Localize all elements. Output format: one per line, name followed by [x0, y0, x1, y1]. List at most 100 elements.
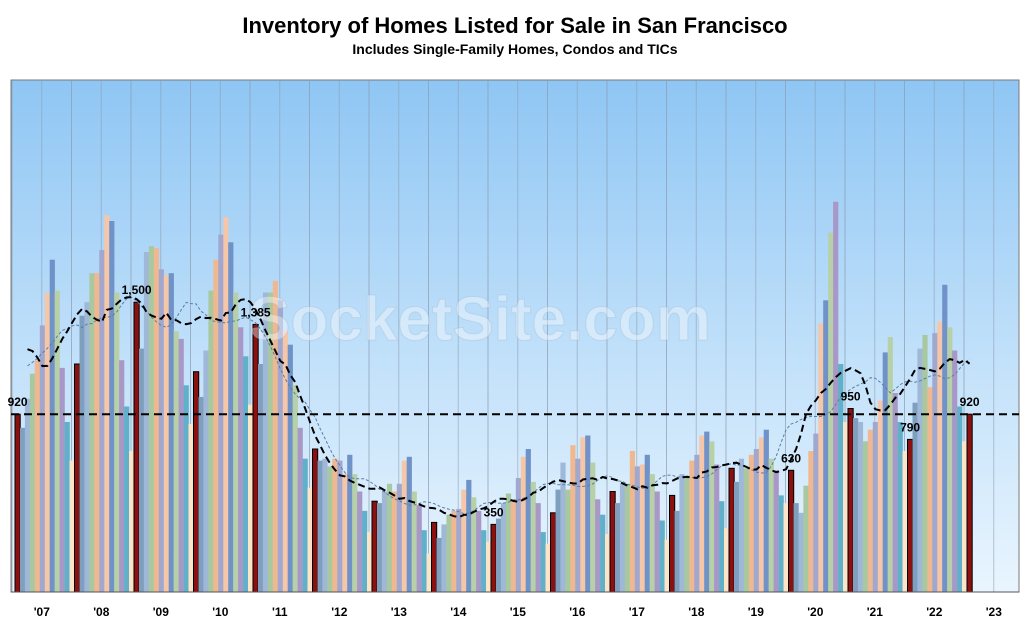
bar-month	[143, 252, 150, 592]
bar-month	[129, 451, 135, 592]
bar-month	[357, 491, 363, 592]
bar-month	[823, 300, 829, 592]
bar-month	[496, 518, 502, 592]
data-label: 790	[900, 420, 920, 434]
bar-month	[758, 437, 764, 592]
bar-month	[818, 323, 824, 592]
bar-month	[188, 423, 194, 592]
bar-month	[957, 406, 963, 592]
bar-month	[659, 520, 665, 592]
bar-month	[248, 404, 254, 592]
bar-month	[679, 474, 685, 592]
data-label: 350	[484, 505, 504, 519]
bar-month	[163, 275, 169, 592]
x-tick-label: '13	[391, 605, 408, 619]
bar-month	[520, 456, 526, 592]
bar-month	[664, 539, 670, 592]
bar-month	[714, 464, 720, 592]
bar-month	[937, 321, 943, 592]
bar-month	[570, 445, 576, 592]
bar-month	[153, 248, 159, 592]
bar-month	[49, 259, 55, 592]
bar-month	[282, 331, 288, 592]
bar-month	[451, 510, 457, 592]
bar-month	[441, 524, 447, 592]
data-labels: 920 1,500 1,385 350 630 950 790 920	[8, 283, 980, 519]
bar-month	[317, 460, 323, 592]
bar-month	[877, 400, 883, 592]
bar-month	[530, 481, 536, 592]
trend-line-long	[27, 296, 970, 515]
bar-month	[500, 503, 507, 592]
data-label: 920	[8, 395, 28, 409]
bar-january	[431, 521, 438, 593]
bar-month	[139, 348, 145, 592]
bar-month	[639, 464, 645, 592]
bar-month	[565, 489, 571, 592]
bar-month	[332, 458, 338, 592]
bar-january	[788, 469, 795, 593]
bar-month	[99, 250, 105, 592]
bar-month	[595, 499, 601, 592]
bar-month	[649, 474, 655, 592]
bar-month	[168, 273, 174, 592]
bar-month	[828, 232, 834, 592]
bar-month	[813, 433, 819, 592]
bar-month	[20, 427, 26, 592]
bar-month	[456, 508, 462, 592]
bar-month	[446, 514, 452, 592]
bar-month	[486, 541, 492, 592]
bar-month	[525, 449, 531, 592]
bar-month	[198, 396, 204, 592]
bar-month	[391, 491, 397, 592]
bar-january	[14, 413, 21, 593]
bar-january	[966, 413, 973, 593]
bar-month	[872, 422, 878, 592]
bar-month	[238, 327, 244, 592]
bar-month	[887, 337, 893, 592]
x-tick-label: '11	[272, 605, 288, 619]
bar-january	[252, 323, 259, 593]
x-tick-label: '22	[926, 605, 943, 619]
bar-month	[947, 327, 953, 592]
bar-month	[585, 435, 591, 592]
bar-month	[178, 338, 184, 592]
bar-month	[763, 429, 769, 592]
bar-month	[79, 315, 85, 592]
bar-month	[833, 201, 839, 592]
data-label: 630	[781, 451, 801, 465]
bar-month	[24, 398, 31, 592]
bar-month	[505, 493, 512, 592]
x-tick-label: '20	[807, 605, 824, 619]
bar-month	[203, 350, 209, 592]
bar-month	[302, 458, 308, 592]
data-label: 920	[960, 395, 980, 409]
x-tick-label: '10	[212, 605, 229, 619]
bar-month	[684, 476, 690, 592]
bar-month	[942, 284, 948, 592]
bar-month	[952, 350, 958, 592]
chart-title: Inventory of Homes Listed for Sale in Sa…	[242, 13, 788, 38]
bar-month	[386, 483, 393, 592]
bar-month	[401, 460, 407, 592]
bar-month	[535, 503, 541, 592]
bar-month	[297, 427, 303, 592]
x-tick-label: '12	[331, 605, 348, 619]
bar-month	[580, 437, 586, 592]
bar-month	[808, 451, 814, 592]
bar-month	[540, 532, 546, 592]
bar-january	[847, 408, 854, 593]
data-label: 1,385	[241, 305, 271, 319]
bar-january	[728, 467, 735, 593]
bar-month	[173, 331, 179, 592]
bar-month	[590, 462, 596, 592]
bar-month	[377, 503, 383, 592]
bar-month	[109, 221, 115, 592]
bar-month	[158, 269, 164, 592]
bar-month	[381, 491, 388, 592]
bar-month	[515, 478, 521, 592]
bar-month	[768, 458, 774, 592]
bar-month	[634, 466, 640, 592]
bar-month	[862, 441, 869, 592]
bar-month	[44, 292, 50, 592]
